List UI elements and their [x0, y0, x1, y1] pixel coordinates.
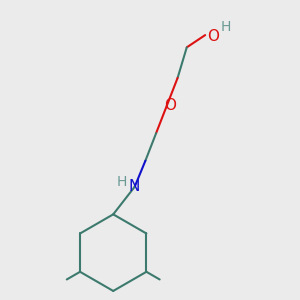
Text: H: H: [220, 20, 231, 34]
Text: N: N: [129, 179, 140, 194]
Text: O: O: [164, 98, 176, 113]
Text: H: H: [117, 175, 127, 189]
Text: O: O: [207, 29, 219, 44]
